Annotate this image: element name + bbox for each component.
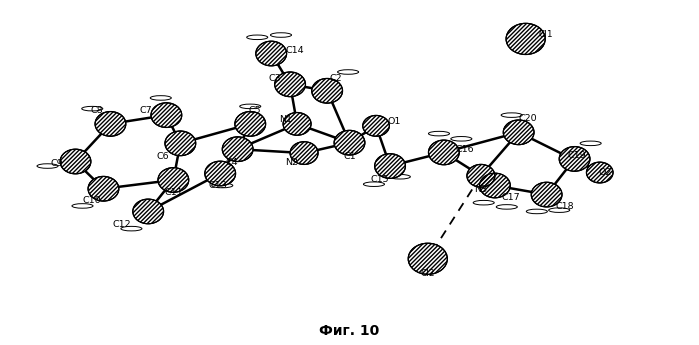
Text: C12: C12 bbox=[113, 220, 131, 229]
Ellipse shape bbox=[82, 106, 103, 111]
Text: C14: C14 bbox=[285, 46, 304, 55]
Ellipse shape bbox=[389, 175, 410, 179]
Ellipse shape bbox=[334, 130, 365, 155]
Ellipse shape bbox=[503, 120, 534, 145]
Ellipse shape bbox=[150, 96, 171, 100]
Ellipse shape bbox=[451, 137, 472, 141]
Text: C16: C16 bbox=[456, 145, 475, 154]
Text: C18: C18 bbox=[556, 203, 575, 211]
Ellipse shape bbox=[165, 131, 196, 156]
Ellipse shape bbox=[60, 149, 91, 174]
Ellipse shape bbox=[526, 209, 547, 214]
Text: N1: N1 bbox=[280, 115, 293, 124]
Ellipse shape bbox=[338, 70, 359, 74]
Ellipse shape bbox=[283, 112, 311, 135]
Ellipse shape bbox=[480, 173, 510, 198]
Text: C13: C13 bbox=[208, 181, 227, 190]
Text: C3: C3 bbox=[268, 74, 281, 83]
Ellipse shape bbox=[121, 226, 142, 231]
Text: C15: C15 bbox=[370, 175, 389, 184]
Ellipse shape bbox=[506, 23, 545, 55]
Ellipse shape bbox=[290, 142, 318, 165]
Ellipse shape bbox=[586, 162, 613, 183]
Ellipse shape bbox=[222, 137, 253, 161]
Ellipse shape bbox=[496, 205, 517, 209]
Ellipse shape bbox=[212, 183, 233, 188]
Ellipse shape bbox=[531, 182, 562, 207]
Text: C17: C17 bbox=[502, 193, 521, 202]
Ellipse shape bbox=[133, 199, 164, 224]
Text: O1: O1 bbox=[388, 117, 401, 126]
Ellipse shape bbox=[467, 165, 495, 187]
Ellipse shape bbox=[151, 103, 182, 127]
Ellipse shape bbox=[158, 168, 189, 192]
Text: C9: C9 bbox=[50, 159, 63, 168]
Text: Фиг. 10: Фиг. 10 bbox=[319, 324, 380, 338]
Ellipse shape bbox=[501, 113, 522, 117]
Text: N3: N3 bbox=[475, 185, 487, 194]
Ellipse shape bbox=[549, 208, 570, 213]
Ellipse shape bbox=[428, 140, 459, 165]
Ellipse shape bbox=[256, 41, 287, 66]
Text: C10: C10 bbox=[82, 196, 101, 205]
Ellipse shape bbox=[37, 164, 58, 168]
Ellipse shape bbox=[408, 243, 447, 274]
Ellipse shape bbox=[88, 176, 119, 201]
Ellipse shape bbox=[363, 116, 389, 136]
Text: C5: C5 bbox=[248, 106, 261, 116]
Text: C4: C4 bbox=[225, 158, 238, 167]
Text: C8: C8 bbox=[91, 106, 103, 116]
Text: C20: C20 bbox=[519, 114, 538, 123]
Ellipse shape bbox=[275, 72, 305, 97]
Ellipse shape bbox=[95, 111, 126, 136]
Ellipse shape bbox=[375, 154, 405, 178]
Text: Cl1: Cl1 bbox=[538, 30, 553, 39]
Ellipse shape bbox=[247, 35, 268, 40]
Text: O2: O2 bbox=[598, 168, 612, 177]
Ellipse shape bbox=[205, 161, 236, 186]
Ellipse shape bbox=[271, 33, 291, 37]
Ellipse shape bbox=[363, 182, 384, 187]
Text: C1: C1 bbox=[343, 152, 356, 161]
Ellipse shape bbox=[428, 131, 449, 136]
Ellipse shape bbox=[72, 204, 93, 208]
Ellipse shape bbox=[559, 147, 590, 171]
Text: N2: N2 bbox=[285, 158, 298, 167]
Ellipse shape bbox=[240, 104, 261, 109]
Text: C6: C6 bbox=[157, 152, 169, 161]
Text: C7: C7 bbox=[140, 106, 152, 115]
Ellipse shape bbox=[312, 78, 343, 103]
Ellipse shape bbox=[473, 200, 494, 205]
Text: C2: C2 bbox=[330, 74, 343, 83]
Text: C19: C19 bbox=[567, 150, 586, 159]
Ellipse shape bbox=[235, 111, 266, 136]
Ellipse shape bbox=[580, 141, 601, 146]
Text: C11: C11 bbox=[164, 188, 182, 197]
Text: Cl2: Cl2 bbox=[421, 268, 435, 278]
